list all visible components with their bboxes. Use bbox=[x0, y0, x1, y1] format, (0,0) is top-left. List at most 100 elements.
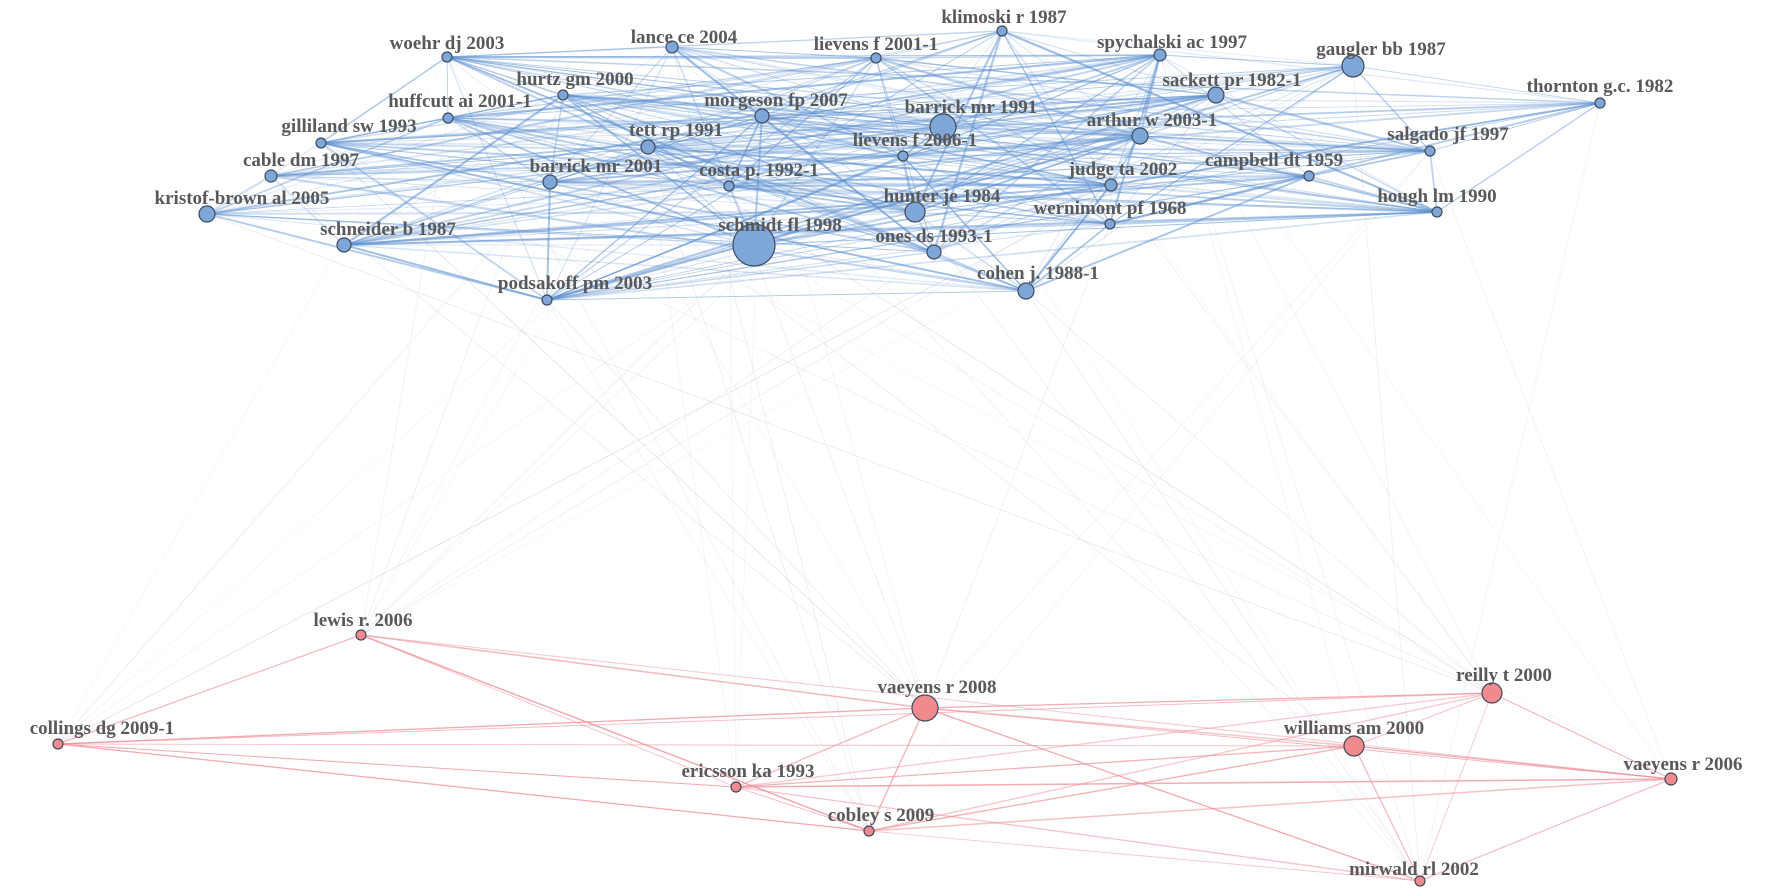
edge bbox=[360, 146, 649, 636]
edge bbox=[914, 30, 1003, 213]
edge bbox=[671, 46, 870, 832]
node-label: klimoski r 1987 bbox=[941, 7, 1067, 28]
edge bbox=[57, 65, 1354, 745]
edge bbox=[446, 56, 730, 187]
edge bbox=[671, 46, 904, 157]
node-label: thornton g.c. 1982 bbox=[1527, 76, 1674, 97]
edge bbox=[1159, 54, 1493, 694]
edge bbox=[270, 117, 449, 177]
edge bbox=[753, 57, 877, 246]
edge bbox=[320, 126, 944, 144]
node-label: schmidt fl 1998 bbox=[718, 215, 842, 236]
edge bbox=[320, 142, 755, 246]
edge bbox=[761, 115, 926, 709]
edge bbox=[942, 54, 1161, 128]
edge bbox=[1110, 183, 1438, 214]
edge bbox=[728, 115, 763, 187]
edge bbox=[942, 125, 1431, 153]
edge bbox=[446, 56, 935, 253]
network-node bbox=[926, 244, 942, 260]
edge bbox=[1352, 65, 1421, 882]
edge bbox=[446, 56, 548, 301]
edge bbox=[546, 290, 1027, 301]
edge bbox=[1025, 290, 1493, 694]
edge bbox=[549, 46, 673, 183]
edge bbox=[1215, 94, 1438, 213]
node-label: costa p. 1992-1 bbox=[699, 160, 819, 181]
node-label: hunter je 1984 bbox=[884, 186, 1001, 207]
edge bbox=[1001, 30, 1493, 694]
edge bbox=[902, 155, 1310, 177]
edge bbox=[914, 211, 1421, 882]
node-label: mirwald rl 2002 bbox=[1349, 859, 1479, 880]
edge bbox=[1353, 745, 1672, 780]
edge bbox=[671, 46, 1027, 292]
edge bbox=[868, 150, 1431, 832]
edge bbox=[57, 56, 448, 745]
edge bbox=[57, 181, 551, 745]
network-node bbox=[1343, 735, 1365, 757]
edge bbox=[360, 223, 1111, 636]
edge bbox=[753, 244, 1027, 292]
edge bbox=[924, 223, 1111, 709]
edge bbox=[1352, 65, 1431, 152]
edge bbox=[206, 57, 877, 215]
edge bbox=[735, 786, 870, 832]
edge bbox=[753, 102, 1601, 246]
edge bbox=[933, 54, 1161, 253]
edge bbox=[735, 778, 1672, 788]
network-node bbox=[557, 89, 569, 101]
edge bbox=[343, 222, 1111, 247]
edge bbox=[1139, 65, 1354, 137]
node-label: lievens f 2006-1 bbox=[853, 130, 978, 151]
edge bbox=[562, 94, 944, 128]
edge bbox=[446, 56, 1355, 747]
edge bbox=[671, 46, 935, 253]
edge bbox=[546, 184, 1112, 301]
edge bbox=[549, 94, 564, 183]
node-label: williams am 2000 bbox=[1284, 718, 1424, 739]
edge bbox=[1001, 30, 1141, 137]
network-node bbox=[1017, 282, 1035, 300]
edge bbox=[1491, 692, 1672, 780]
edge bbox=[57, 65, 1354, 745]
network-node bbox=[904, 201, 926, 223]
edge bbox=[320, 117, 449, 144]
node-label: cohen j. 1988-1 bbox=[977, 263, 1099, 284]
edge bbox=[546, 223, 1111, 301]
edge bbox=[1001, 30, 1354, 67]
edge bbox=[546, 135, 1141, 301]
edge bbox=[924, 707, 1355, 747]
edge bbox=[446, 56, 564, 96]
edge bbox=[57, 743, 870, 832]
edge bbox=[270, 175, 1111, 225]
edge bbox=[735, 707, 926, 788]
network-node bbox=[441, 51, 453, 63]
nodes bbox=[52, 25, 1678, 887]
network-node bbox=[929, 113, 957, 141]
edge bbox=[57, 692, 1493, 745]
edge bbox=[1001, 30, 1438, 213]
edge bbox=[549, 115, 763, 183]
edge bbox=[942, 126, 1421, 882]
edge bbox=[446, 30, 1003, 58]
edge bbox=[728, 185, 916, 213]
edge bbox=[1001, 30, 1111, 225]
node-label: ones ds 1993-1 bbox=[875, 226, 992, 247]
node-label: vaeyens r 2006 bbox=[1624, 754, 1743, 775]
node-label: wernimont pf 1968 bbox=[1033, 198, 1186, 219]
edge bbox=[446, 46, 673, 58]
edge bbox=[902, 135, 1141, 157]
edge bbox=[902, 155, 1112, 186]
edge bbox=[546, 94, 1217, 301]
network-node bbox=[1341, 54, 1365, 78]
edge bbox=[270, 155, 904, 177]
node-label: arthur w 2003-1 bbox=[1087, 110, 1218, 131]
edge bbox=[1353, 692, 1493, 747]
edge bbox=[942, 94, 1217, 128]
edge bbox=[902, 102, 1601, 157]
edge bbox=[728, 94, 1217, 187]
edge bbox=[446, 56, 1431, 152]
network-node bbox=[1131, 127, 1149, 145]
edge bbox=[343, 211, 1438, 246]
